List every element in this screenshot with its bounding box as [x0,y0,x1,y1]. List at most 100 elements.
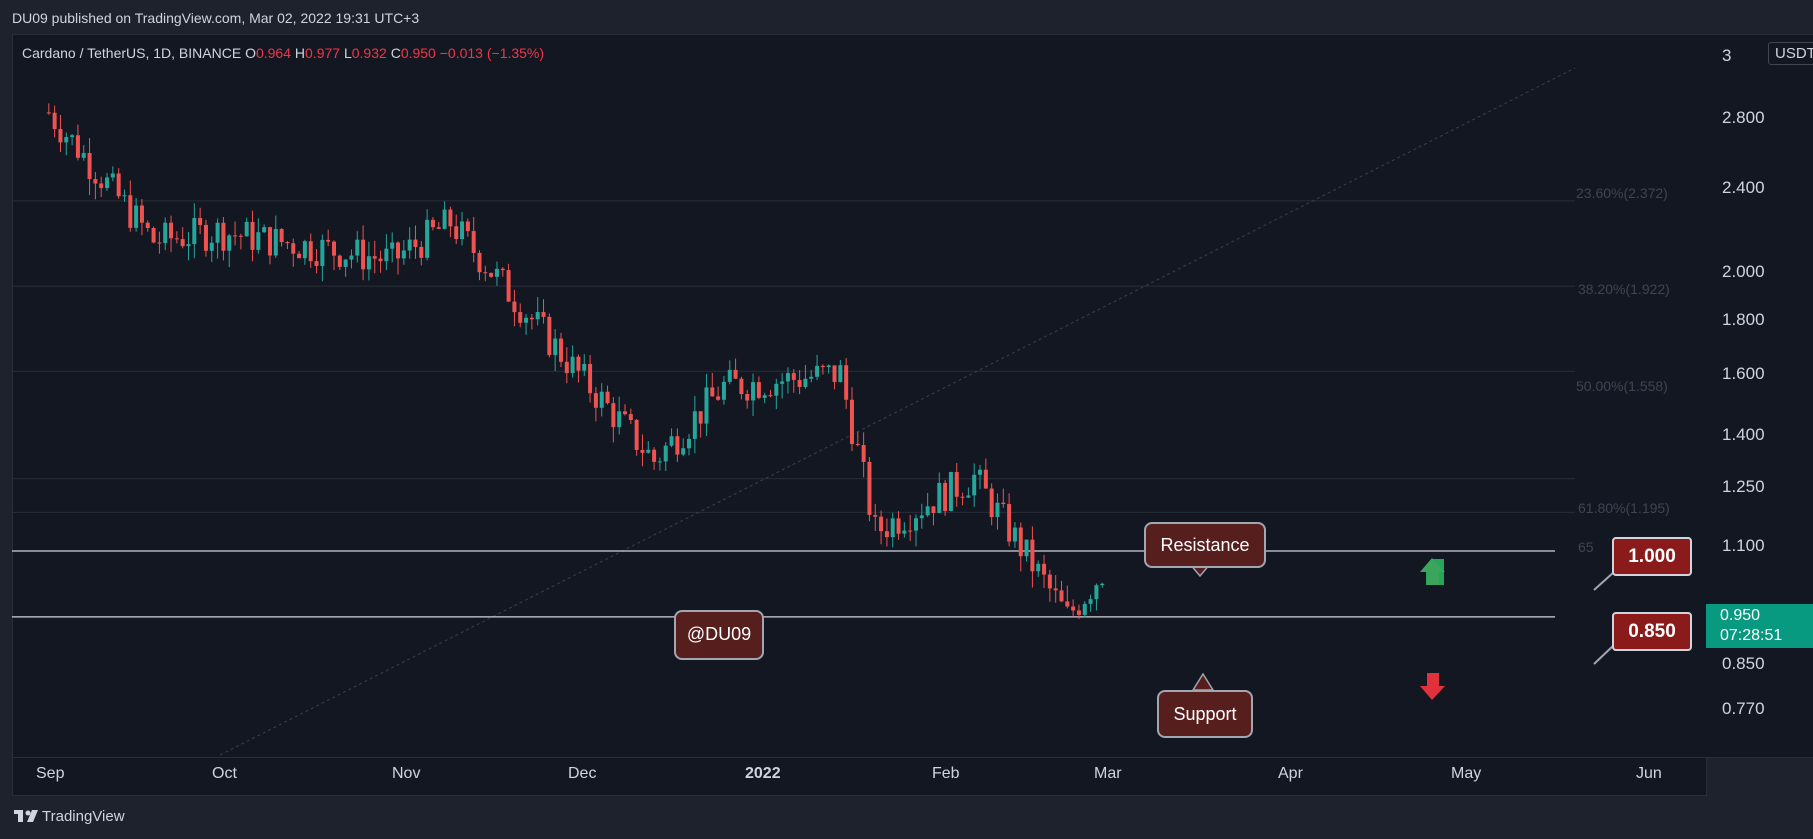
candle-body [576,356,581,371]
support-callout[interactable]: Support [1157,690,1253,738]
candle-body [687,438,692,449]
candle-body [1059,590,1064,602]
candle-body [1076,610,1081,615]
candle-body [646,449,651,453]
price-tick: 2.000 [1722,262,1765,281]
candle-body [529,317,534,320]
candle-body [279,229,284,243]
candle-body [937,482,942,513]
candle-body [570,356,575,374]
time-axis[interactable] [12,757,1707,796]
candle-body [326,239,331,242]
candle-body [564,361,569,374]
candle-body [465,221,470,232]
candle-body [233,235,238,237]
candle-body [75,135,80,158]
resistance-callout[interactable]: Resistance [1144,522,1266,568]
bar-countdown: 07:28:51 [1720,627,1783,644]
candle-body [797,379,802,388]
candle-body [541,312,546,317]
candle-body [1042,563,1047,575]
candle-body [238,235,243,237]
candle-body [832,365,837,382]
candle-body [471,231,476,253]
candle-body [203,224,208,251]
candle-body [1082,603,1087,615]
candle-body [116,173,121,197]
price-tick: 1.100 [1722,536,1765,555]
resistance-price-flag[interactable]: 1.000 [1612,537,1692,576]
candle-body [1012,527,1017,542]
candle-body [1007,504,1012,542]
candle-body [93,179,98,184]
candle-body [180,239,185,247]
author-watermark: @DU09 [674,610,764,660]
candle-body [1030,539,1035,572]
candle-body [1001,502,1006,505]
time-tick: Apr [1278,765,1303,782]
candle-body [52,112,57,130]
open-label: O [245,45,256,61]
support-callout-pointer [1191,672,1215,691]
time-tick: Feb [932,765,960,782]
candle-body [524,317,529,323]
candle-body [1047,574,1052,589]
candle-body [879,516,884,532]
candle-body [820,365,825,368]
candle-body [873,514,878,517]
candle-body [337,255,342,267]
candle-body [791,373,796,380]
candle-body [652,449,657,462]
price-tick: 1.800 [1722,310,1765,329]
time-tick: Sep [36,765,65,782]
candle-body [902,530,907,534]
candle-body [122,195,127,197]
high-label: H [294,45,306,61]
open-value: 0.964 [255,45,291,61]
candle-body [896,518,901,534]
candle-body [518,312,523,323]
candle-body [739,378,744,395]
candle-body [733,369,738,379]
price-tick: 1.400 [1722,425,1765,444]
candle-body [308,241,313,262]
candle-body [972,474,977,496]
support-flag-leader [1593,644,1615,665]
candle-body [751,382,756,401]
price-tick: 0.850 [1722,654,1765,673]
tradingview-brand: TradingView [42,808,125,825]
time-tick: Oct [212,765,237,782]
candle-body [105,177,110,189]
candle-body [710,387,715,397]
candle-body [483,272,488,274]
candle-body [692,411,697,439]
price-tick: 2.400 [1722,178,1765,197]
candle-body [855,443,860,446]
candle-body [785,373,790,382]
candle-body [297,253,302,259]
candle-body [925,506,930,516]
candle-body [384,248,389,262]
candle-body [599,391,604,408]
candle-body [314,261,319,266]
candle-body [547,316,552,356]
candle-body [99,183,104,189]
candle-body [716,396,721,400]
candle-body [628,414,633,420]
currency-selector[interactable]: USDT [1768,42,1813,65]
candle-body [634,419,639,450]
support-price-flag[interactable]: 0.850 [1612,612,1692,651]
candle-body [506,270,511,302]
candle-body [593,393,598,408]
candle-body [390,242,395,249]
tradingview-logo-icon[interactable] [14,808,40,824]
candle-body [489,272,494,277]
candle-body [378,258,383,262]
candle-body [355,239,360,256]
candle-body [64,137,69,143]
candle-body [704,387,709,424]
candle-body [396,242,401,259]
candle-body [849,399,854,444]
candle-body [273,229,278,256]
candle-body [291,243,296,254]
